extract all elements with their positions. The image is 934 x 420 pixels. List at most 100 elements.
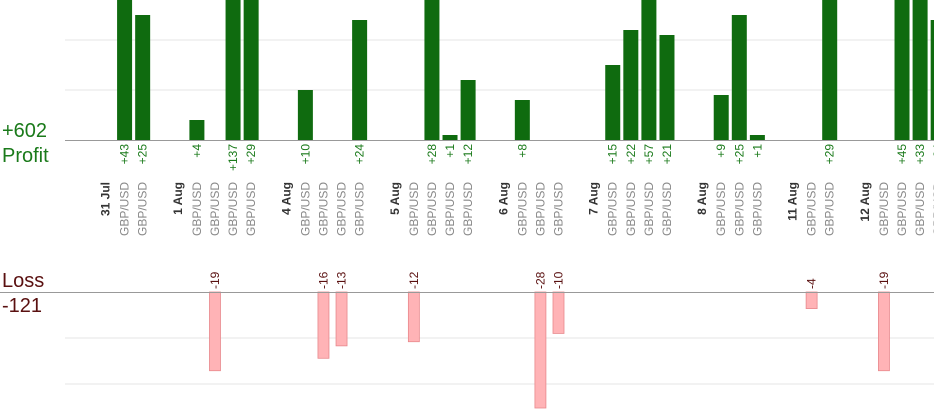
profit-bar: [822, 0, 838, 140]
symbol-label: GBP/USD: [805, 182, 819, 236]
symbol-label: GBP/USD: [913, 182, 927, 236]
symbol-label: GBP/USD: [425, 182, 439, 236]
profit-value-label: +4: [190, 144, 204, 158]
profit-bar: [731, 15, 747, 140]
profit-bar: [659, 35, 675, 140]
symbol-label: GBP/USD: [606, 182, 620, 236]
profit-bar: [243, 0, 259, 140]
profit-bar: [225, 0, 241, 140]
symbol-label: GBP/USD: [895, 182, 909, 236]
profit-bar: [189, 120, 205, 140]
profit-label: Profit: [2, 145, 49, 167]
profit-bar: [352, 20, 368, 140]
symbol-label: GBP/USD: [642, 182, 656, 236]
symbol-label: GBP/USD: [461, 182, 475, 236]
profit-value-label: +45: [895, 144, 909, 165]
symbol-label: GBP/USD: [552, 182, 566, 236]
profit-bar: [749, 135, 765, 140]
date-label: 5 Aug: [388, 182, 402, 215]
profit-value-label: +33: [913, 144, 927, 165]
profit-value-label: +25: [732, 144, 746, 165]
profit-bar: [460, 80, 476, 140]
symbol-label: GBP/USD: [732, 182, 746, 236]
profit-value-label: +22: [624, 144, 638, 165]
loss-value-label: -4: [805, 278, 819, 289]
profit-bar: [514, 100, 530, 140]
symbol-label: GBP/USD: [624, 182, 638, 236]
profit-value-label: +1: [443, 144, 457, 158]
date-label: 11 Aug: [786, 182, 800, 221]
symbol-label: GBP/USD: [515, 182, 529, 236]
date-label: 1 Aug: [171, 182, 185, 215]
profit-value-label: +29: [244, 144, 258, 165]
profit-bar: [912, 0, 928, 140]
loss-value-label: -12: [407, 271, 421, 289]
profit-bar: [297, 90, 313, 140]
profit-bar: [424, 0, 440, 140]
profit-value-label: +12: [461, 144, 475, 165]
loss-bar: [878, 291, 890, 372]
loss-bar: [805, 291, 818, 309]
symbol-label: GBP/USD: [443, 182, 457, 236]
profit-bar: [605, 65, 621, 140]
profit-value-label: +24: [353, 144, 367, 165]
symbol-label: GBP/USD: [244, 182, 258, 236]
symbol-label: GBP/USD: [226, 182, 240, 236]
loss-bar: [534, 291, 547, 409]
loss-value-label: -10: [552, 271, 566, 289]
profit-value-label: +10: [298, 144, 312, 165]
loss-value-label: -16: [316, 271, 330, 289]
symbol-label: GBP/USD: [877, 182, 891, 236]
profit-bar: [930, 20, 934, 140]
profit-value-label: +9: [714, 144, 728, 158]
symbol-label: GBP/USD: [823, 182, 837, 236]
symbol-label: GBP/USD: [714, 182, 728, 236]
date-label: 31 Jul: [99, 182, 113, 216]
profit-bar: [135, 15, 151, 140]
date-label: 12 Aug: [858, 182, 872, 222]
symbol-label: GBP/USD: [316, 182, 330, 236]
profit-value-label: +1: [750, 144, 764, 158]
profit-value-label: +57: [642, 144, 656, 165]
symbol-label: GBP/USD: [407, 182, 421, 236]
loss-value-label: -28: [533, 271, 547, 289]
loss-value-label: -19: [208, 271, 222, 289]
symbol-labels: GBP/USD GBP/USD GBP/USD GBP/USD GBP/USD GBP/U…: [118, 182, 934, 236]
loss-value-label: -19: [877, 271, 891, 289]
date-label: 4 Aug: [279, 182, 293, 215]
symbol-label: GBP/USD: [208, 182, 222, 236]
loss-value-label: -13: [335, 271, 349, 289]
symbol-label: GBP/USD: [335, 182, 349, 236]
symbol-label: GBP/USD: [353, 182, 367, 236]
symbol-label: GBP/USD: [660, 182, 674, 236]
profit-value-label: +43: [118, 144, 132, 165]
value-labels: +43 +25 +4 -19 +137 +29 +10 -16 -13 +24 -12 +28 +1 +1…: [118, 144, 934, 289]
date-labels: 31 Jul 1 Aug 4 Aug 5 Aug 6 Aug 7 Aug 8 Aug 11 A…: [99, 182, 872, 222]
profit-value-label: +8: [515, 144, 529, 158]
loss-bar: [407, 291, 420, 343]
loss-total: -121: [2, 295, 42, 317]
symbol-label: GBP/USD: [931, 182, 934, 236]
symbol-label: GBP/USD: [190, 182, 204, 236]
loss-bar: [317, 291, 330, 359]
profit-value-label: +25: [136, 144, 150, 165]
profit-value-label: +28: [425, 144, 439, 165]
profit-value-label: +24: [931, 144, 934, 165]
profit-bar: [641, 0, 657, 140]
profit-bar: [442, 135, 458, 140]
symbol-label: GBP/USD: [750, 182, 764, 236]
loss-bar: [209, 291, 221, 372]
profit-bars: [117, 0, 934, 140]
symbol-label: GBP/USD: [298, 182, 312, 236]
profit-value-label: +137: [226, 144, 240, 171]
loss-bar: [335, 291, 348, 347]
profit-value-label: +29: [823, 144, 837, 165]
date-label: 6 Aug: [496, 182, 510, 215]
date-label: 8 Aug: [695, 182, 709, 215]
loss-bar: [552, 291, 565, 334]
date-label: 7 Aug: [587, 182, 601, 215]
loss-label: Loss: [2, 270, 44, 292]
profit-total: +602: [2, 120, 47, 142]
